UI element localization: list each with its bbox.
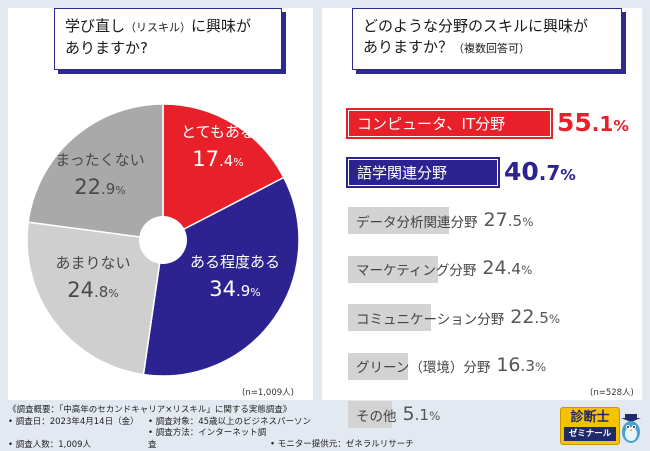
- left-n-note: (n=1,009人): [242, 388, 294, 398]
- bar-4: コミュニケーション分野: [348, 304, 504, 331]
- pie-label-0: とてもある: [181, 123, 255, 141]
- bar-value-6: 5.1%: [402, 402, 441, 425]
- right-n-note: (n=528人): [590, 388, 634, 398]
- bar-value-0: 55.1%: [557, 108, 629, 137]
- pie-value-2: 24.8%: [67, 278, 119, 302]
- bar-3: マーケティング分野: [348, 255, 476, 283]
- left-question-box: 学び直し（リスキル）に興味が ありますか?: [54, 8, 282, 70]
- pie-center-hole: [139, 216, 187, 264]
- bar-label-6: その他: [356, 408, 397, 425]
- bar-label-5: グリーン（環境）分野: [356, 360, 491, 376]
- bar-value-5: 16.3%: [496, 354, 547, 377]
- pie-value-0: 17.4%: [192, 147, 244, 171]
- bar-1: 語学関連分野: [348, 158, 498, 186]
- bar-label-2: データ分析関連分野: [356, 214, 478, 231]
- bar-value-1: 40.7%: [503, 156, 576, 186]
- bar-label-1: 語学関連分野: [357, 163, 448, 182]
- footer-title: 《調査概要：「中高年のセカンドキャリア×リスキル」に関する実態調査》: [8, 405, 292, 415]
- pie-value-3: 22.9%: [74, 175, 126, 199]
- mascot-icon: [621, 414, 641, 443]
- pie-slice-0: [162, 103, 285, 242]
- bar-2: データ分析関連分野: [348, 207, 478, 234]
- shindanshi-logo: 診断士 ゼミナール: [560, 405, 644, 445]
- left-question-line2: ありますか?: [65, 39, 148, 57]
- bar-0: コンピュータ、IT分野: [348, 110, 551, 137]
- left-question-line1: 学び直し（リスキル）に興味が: [65, 17, 252, 35]
- pie-label-1: ある程度ある: [190, 253, 280, 271]
- survey-footer: 《調査概要：「中高年のセカンドキャリア×リスキル」に関する実態調査》 • 調査日…: [8, 405, 568, 451]
- footer-row-2: • 調査人数：1,009人• 調査方法：インターネット調査 • モニター提供元：ゼ…: [8, 428, 414, 450]
- pie-label-3: まったくない: [55, 151, 144, 169]
- pie-slice-1: [142, 176, 300, 377]
- pie-slice-2: [26, 221, 164, 376]
- right-question-box: どのような分野のスキルに興味が ありますか？（複数回答可）: [352, 8, 622, 70]
- right-panel: [322, 8, 642, 400]
- right-question-line2: ありますか？（複数回答可）: [363, 38, 531, 56]
- bar-value-2: 27.5%: [483, 208, 534, 231]
- bar-label-0: コンピュータ、IT分野: [357, 115, 506, 133]
- bar-label-4: コミュニケーション分野: [356, 311, 505, 328]
- pie-label-2: あまりない: [55, 254, 130, 272]
- logo-badge: 診断士 ゼミナール: [560, 407, 620, 445]
- bar-5: グリーン（環境）分野: [348, 352, 490, 380]
- right-question-line1: どのような分野のスキルに興味が: [363, 17, 589, 35]
- bar-6: その他: [348, 401, 397, 428]
- bar-value-4: 22.5%: [510, 305, 561, 328]
- bar-value-3: 24.4%: [482, 257, 533, 280]
- bar-label-3: マーケティング分野: [356, 263, 477, 279]
- pie-value-1: 34.9%: [209, 277, 261, 301]
- pie-slice-3: [27, 103, 164, 241]
- footer-row-1: • 調査日：2023年4月14日（金） • 調査対象：45歳以上のビジネスパーソン: [8, 416, 312, 427]
